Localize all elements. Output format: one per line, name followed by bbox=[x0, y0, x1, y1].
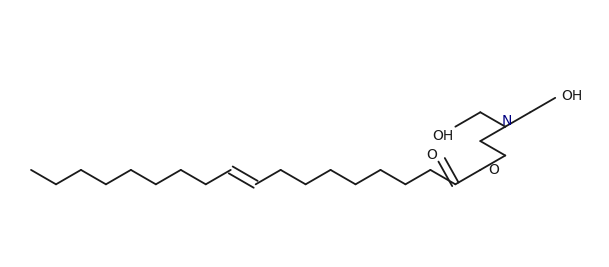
Text: N: N bbox=[502, 114, 512, 128]
Text: OH: OH bbox=[561, 89, 583, 103]
Text: O: O bbox=[426, 147, 437, 162]
Text: O: O bbox=[488, 163, 499, 177]
Text: OH: OH bbox=[432, 129, 454, 143]
